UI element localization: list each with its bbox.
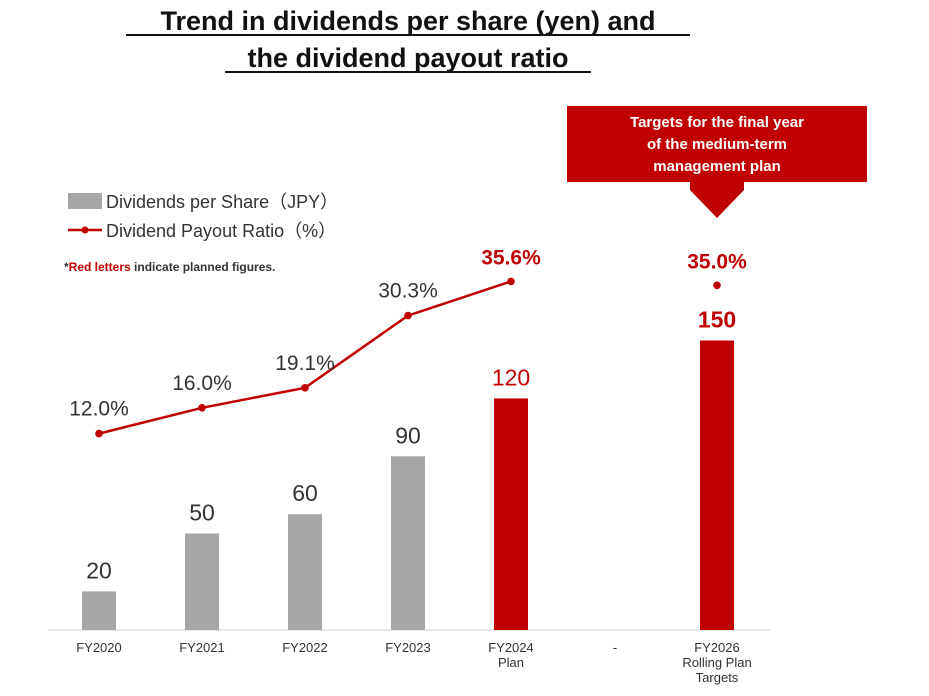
targets-callout: Targets for the final year of the medium… (567, 106, 867, 218)
payout-ratio-point (198, 404, 206, 412)
legend-bar-swatch (68, 193, 102, 209)
payout-ratio-label: 19.1% (275, 352, 335, 375)
note-prefix: * (64, 260, 69, 274)
dividend-value-label: 90 (395, 422, 421, 448)
legend: Dividends per Share（JPY） Dividend Payout… (68, 192, 338, 241)
dividend-bar (700, 340, 734, 630)
title-line-1: Trend in dividends per share (yen) and (160, 6, 655, 36)
dividend-bar (391, 456, 425, 630)
x-tick-label: FY2026 Rolling Plan Targets (682, 640, 751, 685)
payout-ratio-label: 12.0% (69, 398, 129, 421)
x-tick-label: FY2021 (179, 640, 225, 655)
dividend-value-label: 50 (189, 500, 215, 526)
callout-line-3: management plan (653, 158, 781, 175)
payout-ratio-label: 35.6% (481, 246, 541, 269)
callout-line-2: of the medium-term (647, 136, 787, 153)
legend-dividends-label: Dividends per Share（JPY） (106, 192, 338, 212)
ratio-line-group (95, 277, 721, 438)
x-tick-label: FY2022 (282, 640, 328, 655)
callout-box (567, 106, 867, 182)
payout-ratio-label: 35.0% (687, 250, 747, 273)
payout-ratio-point (507, 277, 515, 286)
x-tick-label: FY2020 (76, 640, 122, 655)
dividend-bar (82, 591, 116, 630)
x-axis-ticks: FY2020 FY2021 FY2022 FY2023 FY2024 Plan - FY202… (76, 640, 751, 685)
note-rest: indicate planned figures. (131, 260, 276, 274)
dividend-bar (185, 533, 219, 630)
bars-group (82, 340, 734, 630)
legend-ratio-label: Dividend Payout Ratio（%） (106, 221, 336, 241)
planned-figures-note: *Red letters indicate planned figures. (64, 260, 275, 274)
payout-ratio-label: 16.0% (172, 372, 232, 395)
dividend-value-label: 120 (492, 364, 530, 390)
labels-group: 20 50 60 90 120 150 12.0% 16.0% 19.1% 30.3% 35.6% 3… (69, 246, 747, 583)
payout-ratio-label: 30.3% (378, 280, 438, 303)
note-highlight: Red letters (69, 260, 131, 274)
dividend-bar (288, 514, 322, 630)
legend-line-marker (81, 226, 89, 234)
dividend-bar (494, 398, 528, 630)
x-tick-label: - (613, 640, 617, 655)
payout-ratio-point (301, 384, 309, 392)
payout-ratio-point (713, 281, 721, 290)
callout-line-1: Targets for the final year (630, 114, 804, 131)
x-tick-label: FY2024 Plan (488, 640, 534, 670)
callout-arrow-icon (690, 182, 744, 218)
chart-title: Trend in dividends per share (yen) and t… (126, 6, 690, 73)
title-line-2: the dividend payout ratio (247, 43, 568, 73)
x-tick-label: FY2023 (385, 640, 431, 655)
dividend-value-label: 20 (86, 557, 112, 583)
dividend-value-label: 60 (292, 480, 318, 506)
payout-ratio-point (95, 429, 103, 438)
dividend-value-label: 150 (698, 307, 736, 333)
payout-ratio-point (404, 311, 412, 320)
